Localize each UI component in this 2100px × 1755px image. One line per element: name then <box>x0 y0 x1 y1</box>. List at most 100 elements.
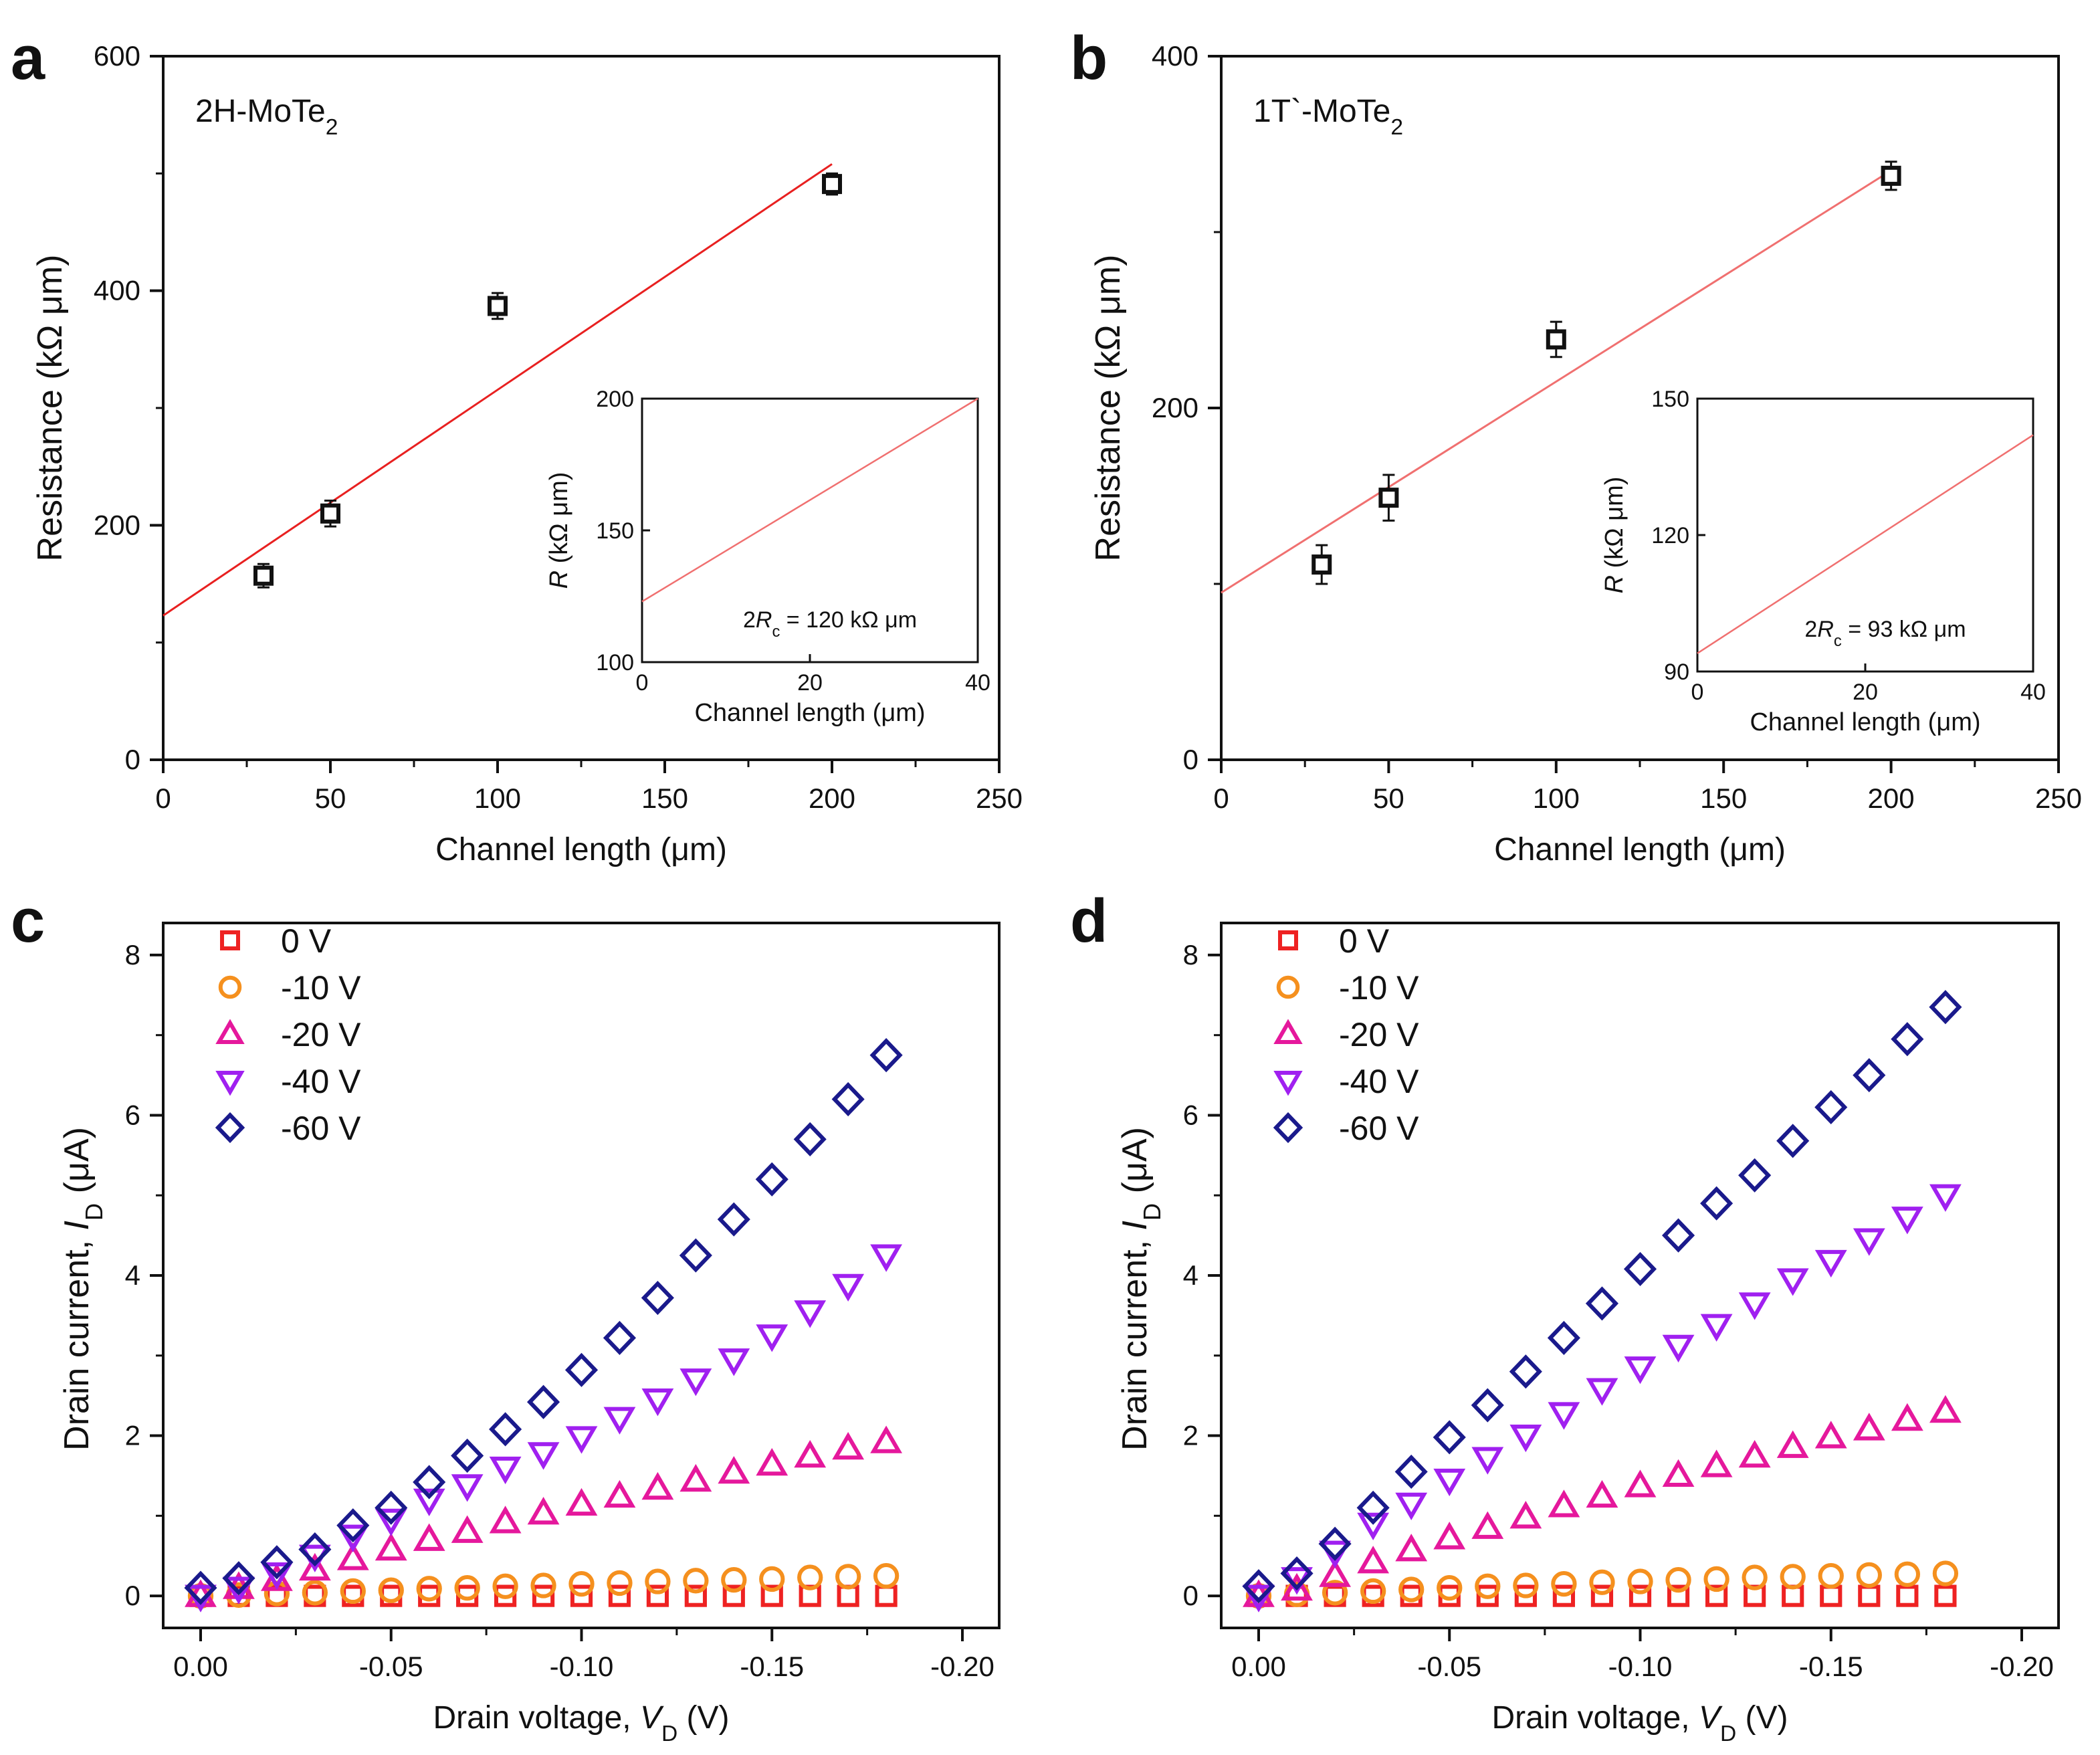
inset-fit-line <box>1697 434 2034 654</box>
data-marker <box>1894 1561 1921 1587</box>
data-marker <box>793 1122 827 1156</box>
data-marker <box>794 1300 827 1328</box>
data-marker <box>1395 1534 1428 1562</box>
x-axis-title: Channel length (μm) <box>435 832 727 867</box>
data-marker <box>320 503 340 524</box>
data-marker <box>222 1561 255 1596</box>
data-marker <box>1896 1584 1919 1607</box>
data-marker <box>831 1081 865 1117</box>
inset-x-tick-label: 40 <box>965 670 990 696</box>
data-point <box>1546 320 1566 358</box>
data-marker <box>755 1162 789 1197</box>
data-marker <box>1662 1334 1695 1363</box>
data-marker <box>1929 990 1962 1025</box>
data-marker <box>565 1487 598 1516</box>
data-marker <box>1932 1560 1959 1586</box>
data-marker <box>1891 1207 1923 1235</box>
x-tick-label: 250 <box>976 783 1023 814</box>
data-marker <box>1780 1564 1806 1590</box>
data-marker <box>683 1568 709 1594</box>
panel-letter: c <box>11 887 45 955</box>
data-marker <box>1319 1559 1352 1587</box>
data-marker <box>1891 1403 1923 1431</box>
data-marker <box>1814 1421 1847 1449</box>
data-marker <box>1853 1413 1885 1441</box>
data-marker <box>260 1545 294 1580</box>
y-tick-label: 8 <box>125 939 140 970</box>
series-circle <box>1245 1560 1959 1609</box>
data-marker <box>451 1515 484 1543</box>
data-marker <box>717 1202 750 1237</box>
data-marker <box>822 174 842 195</box>
inset-frame <box>641 397 979 663</box>
data-marker <box>1509 1424 1542 1453</box>
data-marker <box>1629 1584 1652 1607</box>
x-tick-label: 50 <box>1373 783 1404 814</box>
data-marker <box>565 1426 598 1454</box>
data-marker <box>1703 1566 1729 1592</box>
inset-annotation: 2Rc = 120 kΩ μm <box>743 607 917 641</box>
data-marker <box>1394 1454 1428 1489</box>
data-marker <box>1818 1562 1844 1589</box>
legend-label: -40 V <box>1339 1063 1419 1100</box>
legend-marker <box>1273 1112 1303 1144</box>
data-marker <box>1318 1526 1352 1561</box>
panel-letter: d <box>1070 887 1108 955</box>
data-marker <box>718 1348 750 1376</box>
data-marker <box>184 1570 217 1605</box>
data-marker <box>1623 1251 1657 1287</box>
legend-label: -60 V <box>281 1110 361 1147</box>
data-marker <box>1513 1572 1539 1598</box>
data-marker <box>1856 1562 1882 1588</box>
data-marker <box>1661 1218 1695 1253</box>
data-marker <box>641 1388 674 1417</box>
data-marker <box>832 1432 865 1460</box>
inset-plot: 0 20 40 100 150 200 Channel length (μm) R (kΩ μ… <box>545 387 990 727</box>
x-tick-label: 0 <box>1213 783 1229 814</box>
x-tick-label: 100 <box>474 783 521 814</box>
x-tick-label: -0.10 <box>550 1651 614 1682</box>
x-tick-label: 0.00 <box>173 1651 228 1682</box>
series-square <box>1247 1584 1957 1607</box>
data-marker <box>1881 165 1901 186</box>
data-marker <box>1782 1584 1804 1607</box>
legend-marker <box>215 1112 245 1144</box>
inset-y-tick-label: 150 <box>596 518 634 544</box>
series-triangle-up <box>185 1425 903 1607</box>
data-marker <box>679 1463 712 1492</box>
data-marker <box>1242 1569 1275 1604</box>
sample-label: 2H-MoTe2 <box>195 94 338 140</box>
data-marker <box>530 1572 556 1598</box>
legend: 0 V -10 V -20 V -40 V -60 V <box>215 922 361 1147</box>
data-marker <box>489 1456 522 1485</box>
y-tick-label: 4 <box>125 1259 140 1291</box>
data-marker <box>835 1564 861 1590</box>
data-marker <box>679 1238 712 1273</box>
legend-label: 0 V <box>281 922 332 960</box>
data-marker <box>1433 1420 1466 1455</box>
inset-y-axis-title: R (kΩ μm) <box>1600 477 1629 594</box>
data-marker <box>1471 1511 1504 1539</box>
data-marker <box>1667 1584 1690 1607</box>
data-marker <box>721 1566 747 1593</box>
data-marker <box>684 1584 707 1607</box>
data-marker <box>1585 1286 1619 1321</box>
data-marker <box>870 1244 903 1272</box>
y-tick-label: 6 <box>1183 1099 1198 1130</box>
y-tick-label: 600 <box>94 40 140 72</box>
x-tick-label: 100 <box>1533 783 1580 814</box>
inset-x-tick-label: 0 <box>1691 680 1704 705</box>
data-point <box>822 172 842 196</box>
data-marker <box>722 1584 745 1607</box>
x-axis-title: Drain voltage, VD (V) <box>1491 1700 1788 1746</box>
y-tick-label: 0 <box>125 744 140 775</box>
data-marker <box>413 1465 446 1500</box>
data-marker <box>1546 329 1566 350</box>
panel-d: d 0.00 -0.05 -0.10 -0.15 -0.20 0 2 4 6 8 Drain volt… <box>1070 887 2060 1746</box>
inset-x-tick-label: 40 <box>2020 680 2046 705</box>
data-marker <box>1586 1378 1618 1406</box>
data-marker <box>1586 1479 1618 1508</box>
data-marker <box>1624 1356 1657 1384</box>
data-marker <box>570 1584 593 1607</box>
